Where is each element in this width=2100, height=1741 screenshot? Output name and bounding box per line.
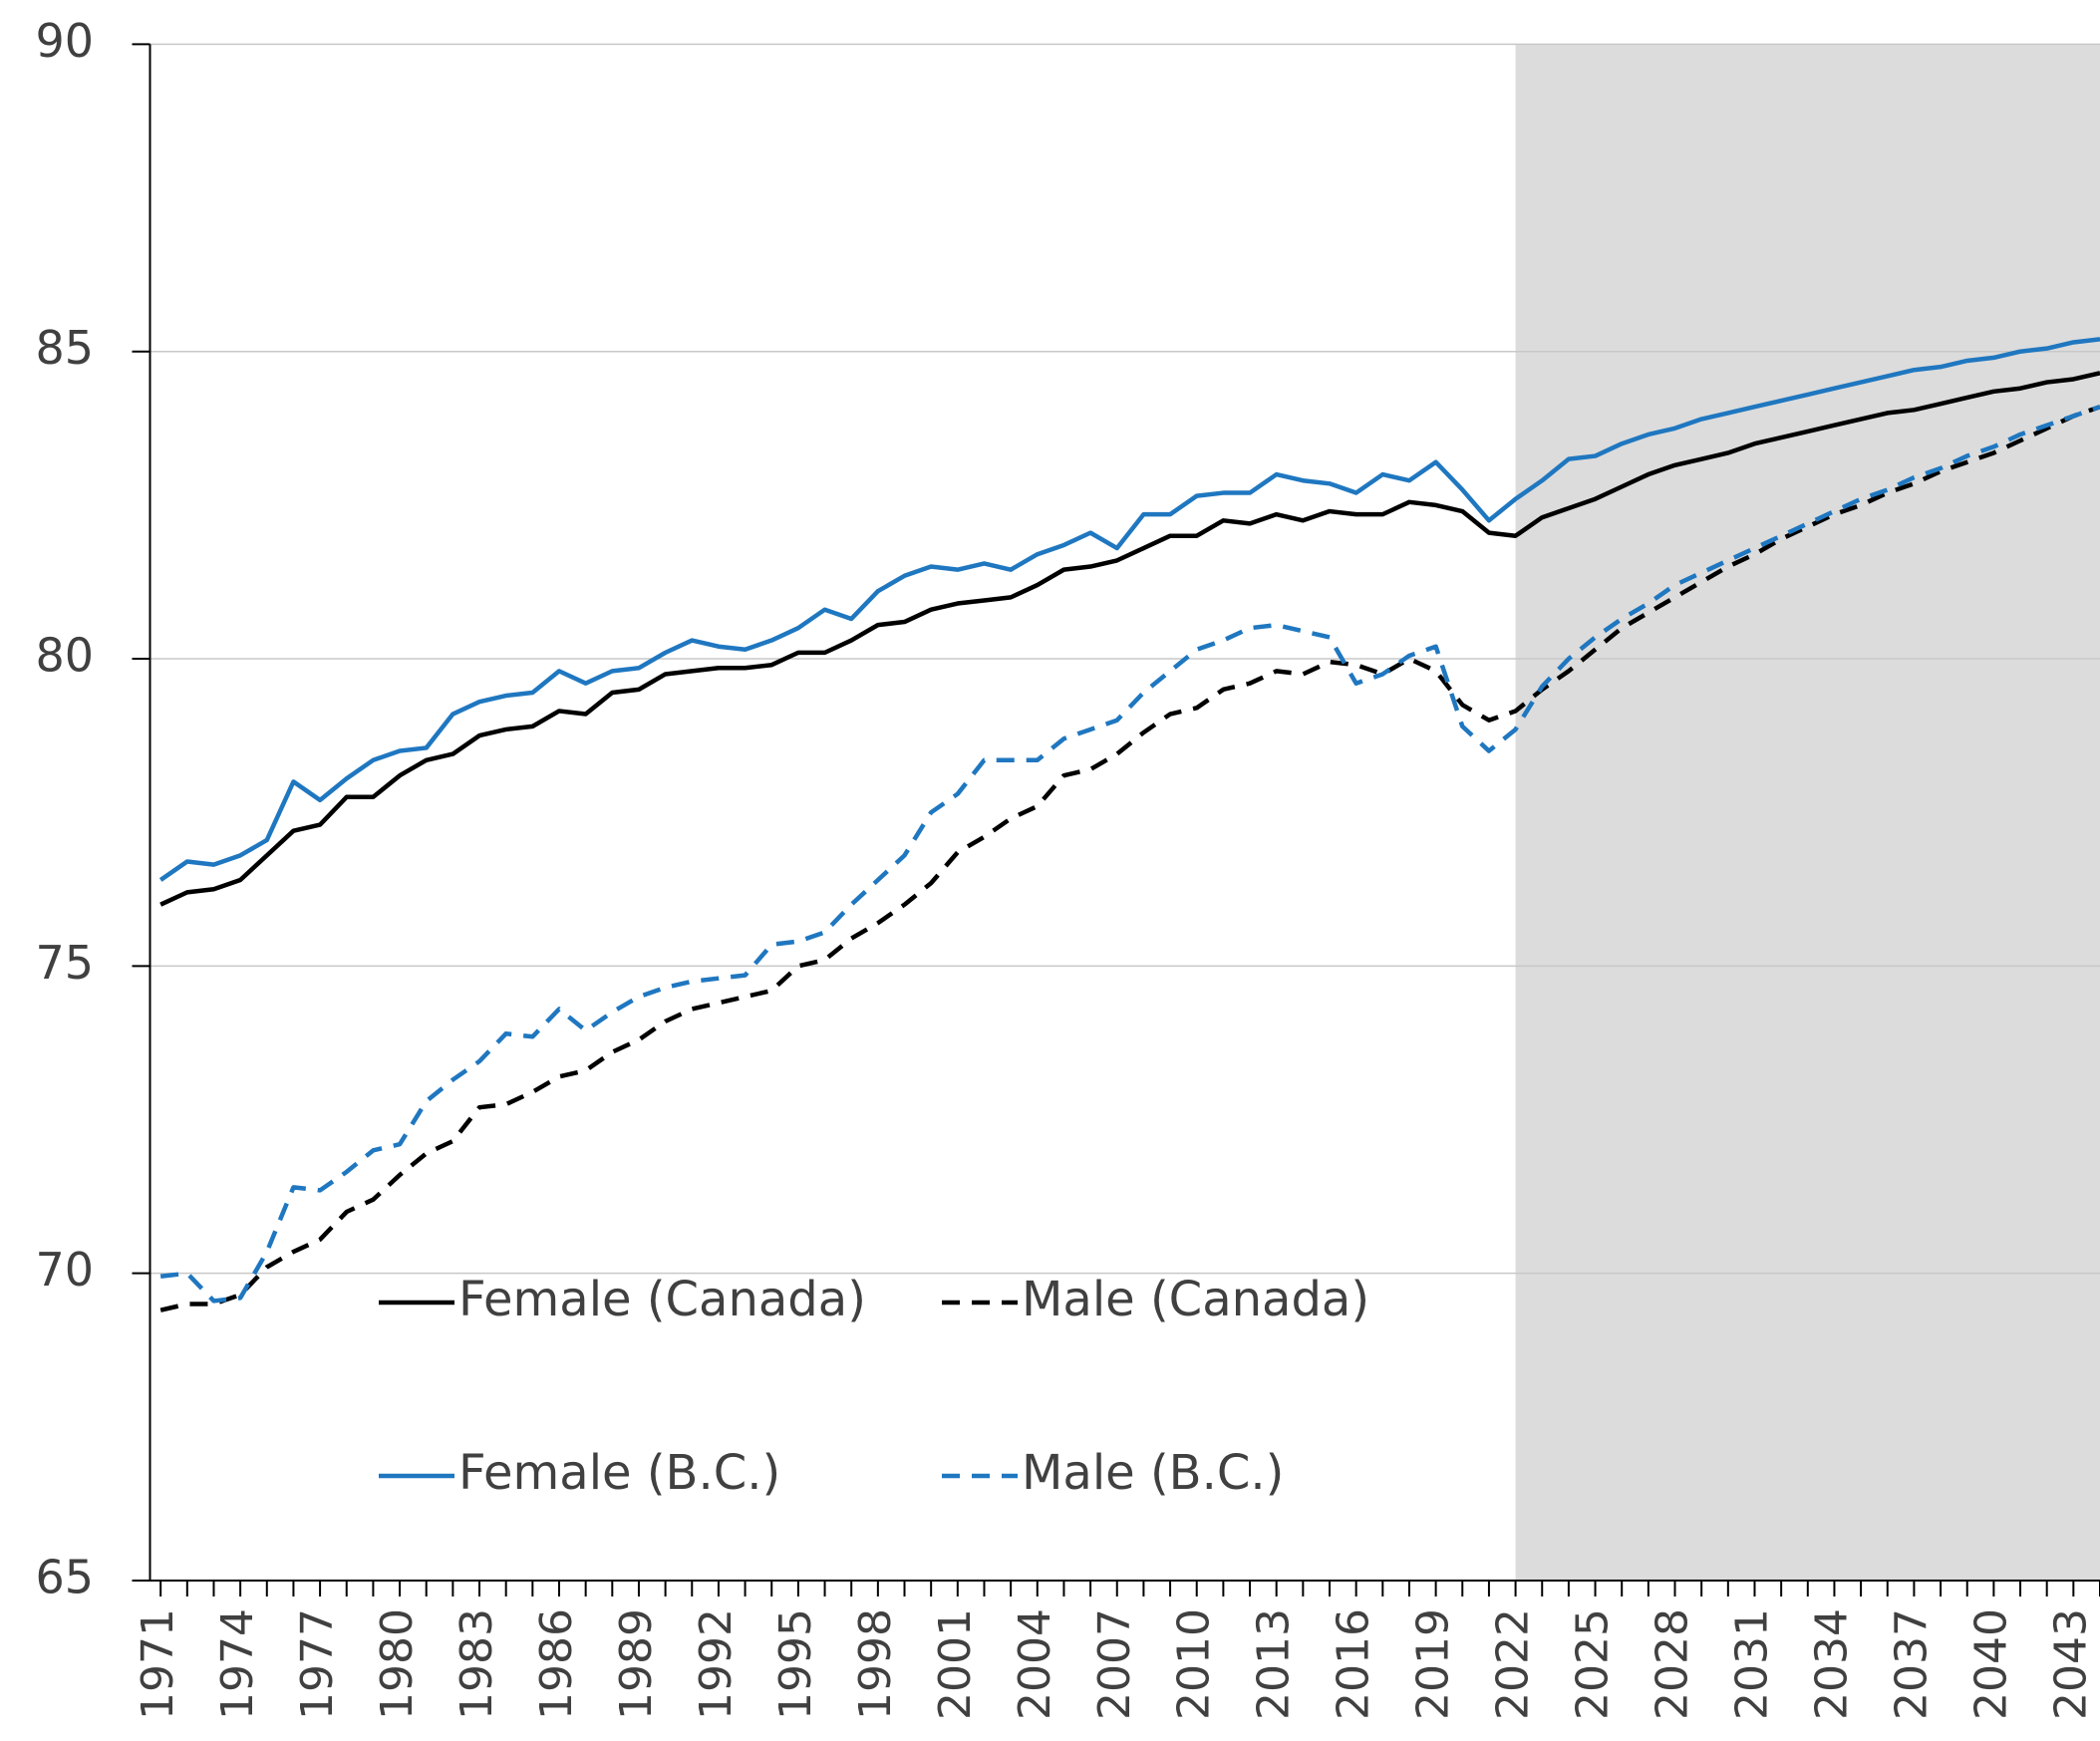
projection-shade <box>1515 44 2100 1581</box>
legend-label: Female (B.C.) <box>458 1445 780 1501</box>
x-tick-label: 1971 <box>133 1608 183 1720</box>
series-line <box>159 405 2100 1312</box>
x-tick-label: 2007 <box>1089 1608 1140 1720</box>
x-tick-label: 1998 <box>850 1608 901 1720</box>
series-line <box>158 337 2100 882</box>
y-tick-label: 85 <box>35 321 94 375</box>
series-line <box>159 405 2100 1304</box>
x-tick-label: 1974 <box>212 1608 263 1720</box>
x-tick-label: 1992 <box>691 1608 742 1720</box>
x-tick-label: 2004 <box>1010 1608 1060 1720</box>
x-tick-label: 1983 <box>451 1608 502 1720</box>
series-line <box>159 371 2100 907</box>
x-tick-label: 2019 <box>1408 1608 1459 1720</box>
y-tick-label: 70 <box>35 1243 94 1297</box>
x-tick-label: 1986 <box>531 1608 582 1720</box>
legend-label: Female (Canada) <box>458 1272 866 1327</box>
x-tick-label: 2043 <box>2045 1608 2096 1720</box>
x-tick-label: 1977 <box>292 1608 343 1720</box>
y-tick-label: 75 <box>35 936 94 990</box>
x-tick-label: 2031 <box>1726 1608 1777 1720</box>
x-tick-label: 2016 <box>1329 1608 1379 1720</box>
x-tick-label: 1980 <box>372 1608 423 1720</box>
plot <box>158 337 2100 1312</box>
y-tick-label: 80 <box>35 629 94 683</box>
x-tick-label: 2028 <box>1648 1608 1698 1720</box>
x-tick-label: 1989 <box>611 1608 662 1720</box>
x-tick-label: 2010 <box>1169 1608 1220 1720</box>
legend-label: Male (Canada) <box>1022 1272 1369 1327</box>
x-tick-label: 2025 <box>1568 1608 1619 1720</box>
x-tick-label: 2022 <box>1488 1608 1539 1720</box>
y-tick-label: 90 <box>35 14 94 68</box>
x-tick-label: 2001 <box>930 1608 981 1720</box>
x-tick-label: 2034 <box>1806 1608 1857 1720</box>
x-tick-label: 1995 <box>770 1608 821 1720</box>
legend-label: Male (B.C.) <box>1022 1445 1284 1501</box>
y-tick-label: 65 <box>35 1551 94 1604</box>
x-tick-label: 2013 <box>1249 1608 1300 1720</box>
x-tick-label: 2037 <box>1886 1608 1937 1720</box>
x-tick-label: 2040 <box>1965 1608 2016 1720</box>
